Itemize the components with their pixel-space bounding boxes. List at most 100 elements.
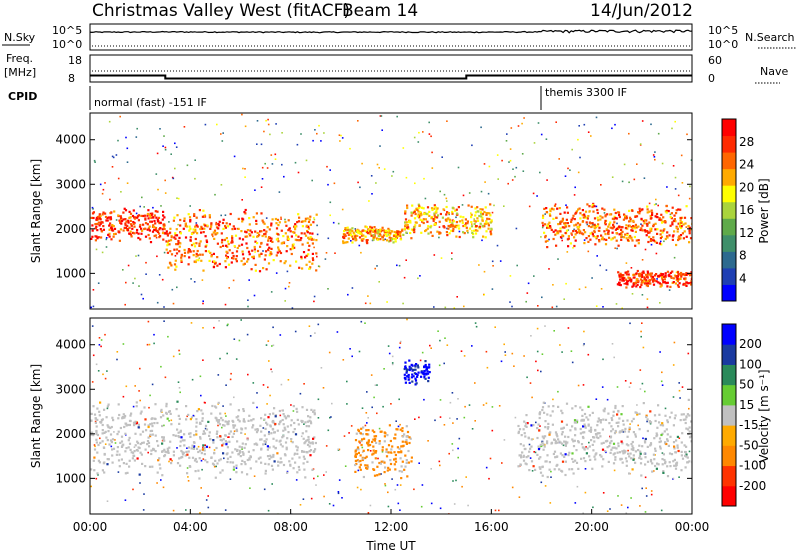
feature-cell	[159, 227, 162, 230]
feature-cell	[280, 229, 283, 232]
scatter-cell	[194, 159, 196, 161]
feature-cell	[447, 227, 450, 230]
feature-cell	[128, 436, 131, 439]
feature-cell	[688, 232, 691, 235]
feature-cell	[563, 440, 566, 443]
feature-cell	[287, 229, 290, 232]
feature-cell	[573, 419, 577, 422]
feature-cell	[591, 204, 594, 207]
feature-cell	[208, 214, 211, 217]
feature-cell	[272, 453, 275, 457]
scatter-cell	[399, 423, 401, 426]
feature-cell	[247, 258, 250, 261]
scatter-cell	[544, 213, 546, 215]
feature-cell	[599, 454, 602, 457]
feature-cell	[194, 225, 197, 228]
feature-cell	[649, 460, 653, 463]
feature-cell	[112, 419, 115, 422]
feature-cell	[635, 272, 638, 275]
feature-cell	[391, 445, 394, 448]
feature-cell	[646, 275, 649, 278]
feature-cell	[405, 371, 408, 374]
feature-cell	[669, 465, 672, 468]
feature-cell	[659, 285, 662, 288]
feature-cell	[210, 222, 213, 225]
feature-cell	[140, 232, 143, 235]
feature-cell	[222, 424, 225, 427]
scatter-cell	[541, 226, 544, 229]
feature-cell	[666, 270, 669, 273]
feature-cell	[312, 238, 315, 241]
scatter-cell	[474, 420, 476, 422]
scatter-cell	[274, 153, 277, 156]
colorbar-swatch	[722, 485, 736, 507]
feature-cell	[217, 223, 220, 226]
feature-cell	[163, 448, 166, 451]
scatter-cell	[329, 416, 331, 419]
feature-cell	[407, 461, 410, 464]
scatter-cell	[674, 176, 677, 179]
feature-cell	[115, 453, 118, 456]
scatter-cell	[176, 197, 178, 199]
scatter-cell	[313, 217, 315, 219]
feature-cell	[151, 425, 154, 428]
feature-cell	[592, 436, 595, 439]
feature-cell	[161, 474, 164, 477]
scatter-cell	[202, 359, 204, 361]
feature-cell	[351, 229, 354, 233]
feature-cell	[148, 225, 151, 228]
feature-cell	[628, 278, 631, 281]
feature-cell	[104, 212, 107, 215]
scatter-cell	[445, 197, 448, 200]
feature-cell	[617, 421, 620, 424]
feature-cell	[295, 445, 298, 448]
feature-cell	[584, 216, 588, 219]
scatter-cell	[195, 259, 198, 261]
scatter-cell	[443, 193, 446, 196]
scatter-cell	[371, 193, 373, 195]
feature-cell	[294, 433, 298, 436]
feature-cell	[252, 255, 255, 258]
feature-cell	[568, 468, 571, 471]
feature-cell	[668, 234, 671, 237]
feature-cell	[614, 406, 617, 410]
feature-cell	[366, 464, 369, 467]
feature-cell	[589, 430, 592, 433]
feature-cell	[640, 217, 643, 220]
freq-tick-bottom: 8	[68, 72, 75, 85]
feature-cell	[254, 240, 257, 243]
feature-cell	[410, 363, 413, 366]
feature-cell	[361, 433, 364, 436]
feature-cell	[306, 241, 309, 244]
scatter-cell	[498, 405, 501, 407]
feature-cell	[402, 233, 405, 236]
feature-cell	[425, 367, 428, 371]
feature-cell	[124, 422, 127, 425]
scatter-cell	[249, 487, 251, 489]
feature-cell	[415, 372, 418, 375]
scatter-cell	[164, 192, 167, 194]
feature-cell	[472, 233, 475, 236]
scatter-cell	[419, 275, 421, 277]
feature-cell	[563, 226, 566, 229]
feature-cell	[564, 473, 567, 477]
feature-cell	[256, 235, 259, 238]
scatter-cell	[496, 244, 499, 247]
scatter-cell	[207, 495, 209, 497]
feature-cell	[587, 423, 590, 426]
scatter-cell	[465, 476, 467, 478]
scatter-cell	[139, 205, 141, 208]
feature-cell	[451, 206, 454, 209]
feature-cell	[666, 285, 669, 288]
feature-cell	[169, 231, 172, 234]
feature-cell	[619, 273, 623, 277]
feature-cell	[307, 220, 311, 223]
feature-cell	[147, 425, 150, 429]
feature-cell	[209, 227, 212, 230]
scatter-cell	[513, 365, 515, 367]
scatter-cell	[381, 129, 383, 131]
velocity-axes-frame	[89, 317, 693, 515]
feature-cell	[588, 414, 591, 417]
feature-cell	[414, 365, 417, 368]
feature-cell	[651, 211, 654, 214]
